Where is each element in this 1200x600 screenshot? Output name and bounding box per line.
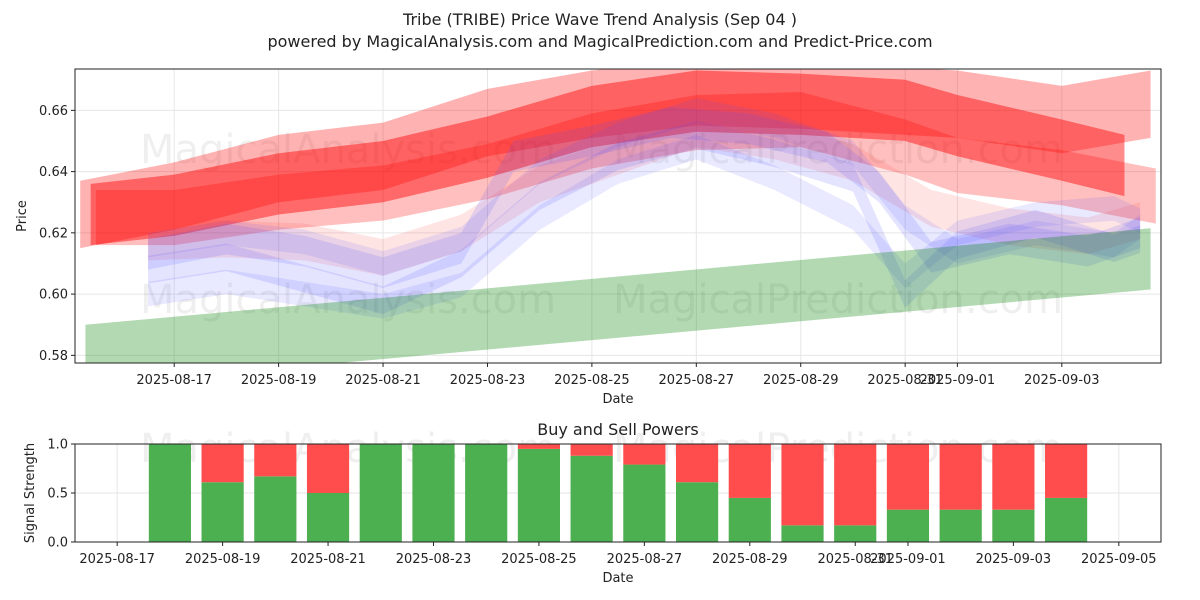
buy-bar xyxy=(465,444,508,542)
x-tick-label: 2025-08-19 xyxy=(185,552,261,567)
price-plot-area: MagicalAnalysis.com MagicalPrediction.co… xyxy=(39,68,1162,388)
x-tick-label: 2025-09-01 xyxy=(920,373,996,388)
y-tick-label: 0.58 xyxy=(39,349,68,364)
buy-bar xyxy=(886,509,930,542)
buy-bar xyxy=(570,455,613,542)
sell-bar xyxy=(306,444,350,493)
sell-bar xyxy=(675,444,719,483)
price-y-ticks: 0.58 0.60 0.62 0.64 0.66 xyxy=(39,104,75,364)
x-tick-label: 2025-09-03 xyxy=(976,552,1052,567)
band-blue-wave-3 xyxy=(148,134,1141,319)
x-tick-label: 2025-08-23 xyxy=(450,373,526,388)
y-tick-label: 0.66 xyxy=(39,104,68,119)
band-green-trend xyxy=(85,228,1151,363)
buy-bar xyxy=(148,444,191,542)
watermark-text: MagicalAnalysis.com xyxy=(140,127,556,173)
main-chart-title: Tribe (TRIBE) Price Wave Trend Analysis … xyxy=(402,10,797,29)
x-tick-label: 2025-09-01 xyxy=(870,552,946,567)
watermark-text: MagicalPrediction.com xyxy=(613,277,1063,323)
main-chart-subtitle: powered by MagicalAnalysis.com and Magic… xyxy=(267,32,932,51)
y-tick-label: 1.0 xyxy=(47,438,68,453)
sell-bar xyxy=(517,444,561,449)
x-tick-label: 2025-08-31 xyxy=(817,552,893,567)
signal-y-axis-label: Signal Strength xyxy=(23,443,38,543)
watermark-text: MagicalAnalysis.com xyxy=(140,277,556,323)
buy-bar xyxy=(412,444,455,542)
band-blue-wave-4 xyxy=(148,98,1141,276)
x-tick-label: 2025-08-29 xyxy=(712,552,788,567)
buy-bar xyxy=(675,482,719,542)
buy-bar xyxy=(306,493,350,542)
price-wave-bands xyxy=(80,69,1156,363)
buy-bar xyxy=(201,482,244,542)
buy-bar xyxy=(623,464,666,542)
x-tick-label: 2025-09-05 xyxy=(1081,552,1157,567)
price-watermarks: MagicalAnalysis.com MagicalPrediction.co… xyxy=(140,127,1063,323)
x-tick-label: 2025-08-17 xyxy=(136,373,212,388)
price-x-ticks: 2025-08-17 2025-08-19 2025-08-21 2025-08-23… xyxy=(136,363,1100,388)
signal-bars xyxy=(148,444,1088,542)
sell-bar xyxy=(939,444,982,510)
buy-bar xyxy=(939,509,982,542)
x-tick-label: 2025-08-27 xyxy=(607,552,683,567)
buy-bar xyxy=(728,497,771,542)
sell-bar xyxy=(728,444,771,498)
x-tick-label: 2025-08-31 xyxy=(867,373,943,388)
signal-plot-area: MagicalAnalysis.com MagicalPrediction.co… xyxy=(47,426,1162,567)
y-tick-label: 0.0 xyxy=(47,536,68,551)
buy-bar xyxy=(254,476,297,542)
band-pink-wave xyxy=(148,110,1141,276)
y-tick-label: 0.64 xyxy=(39,165,68,180)
sell-bar xyxy=(570,444,613,456)
sell-bar xyxy=(834,444,877,526)
band-red-trend-upper xyxy=(80,69,1151,249)
price-plot-frame xyxy=(74,68,1162,364)
band-red-trend-main xyxy=(90,70,1125,246)
x-tick-label: 2025-08-29 xyxy=(763,373,839,388)
signal-x-ticks: 2025-08-17 2025-08-19 2025-08-21 2025-08-23… xyxy=(79,542,1157,567)
sell-bar xyxy=(623,444,666,465)
x-tick-label: 2025-08-21 xyxy=(345,373,421,388)
sell-bar xyxy=(992,444,1035,510)
price-grid xyxy=(75,69,1161,363)
band-red-trend-lower xyxy=(95,91,1156,246)
signal-chart-title: Buy and Sell Powers xyxy=(537,420,699,439)
buy-bar xyxy=(992,509,1035,542)
buy-bar xyxy=(359,444,402,542)
buy-bar xyxy=(834,525,877,542)
buy-bar xyxy=(517,448,561,542)
x-tick-label: 2025-08-27 xyxy=(659,373,735,388)
buy-bar xyxy=(1045,497,1088,542)
signal-x-axis-label: Date xyxy=(602,571,633,586)
y-tick-label: 0.60 xyxy=(39,288,68,303)
sell-bar xyxy=(886,444,930,510)
x-tick-label: 2025-08-23 xyxy=(396,552,472,567)
y-tick-label: 0.5 xyxy=(47,487,68,502)
band-blue-wave-1 xyxy=(148,107,1141,288)
x-tick-label: 2025-08-17 xyxy=(79,552,155,567)
price-y-axis-label: Price xyxy=(15,200,30,232)
y-tick-label: 0.62 xyxy=(39,226,68,241)
band-blue-wave-2 xyxy=(148,121,1141,314)
sell-bar xyxy=(1045,444,1088,498)
sell-bar xyxy=(781,444,824,526)
sell-bar xyxy=(201,444,244,483)
x-tick-label: 2025-08-19 xyxy=(241,373,317,388)
price-x-axis-label: Date xyxy=(602,392,633,407)
x-tick-label: 2025-08-21 xyxy=(290,552,366,567)
x-tick-label: 2025-08-25 xyxy=(554,373,630,388)
sell-bar xyxy=(254,444,297,477)
signal-y-ticks: 0.0 0.5 1.0 xyxy=(47,438,75,551)
watermark-text: MagicalPrediction.com xyxy=(613,127,1063,173)
x-tick-label: 2025-08-25 xyxy=(501,552,577,567)
buy-bar xyxy=(781,525,824,542)
x-tick-label: 2025-09-03 xyxy=(1024,373,1100,388)
